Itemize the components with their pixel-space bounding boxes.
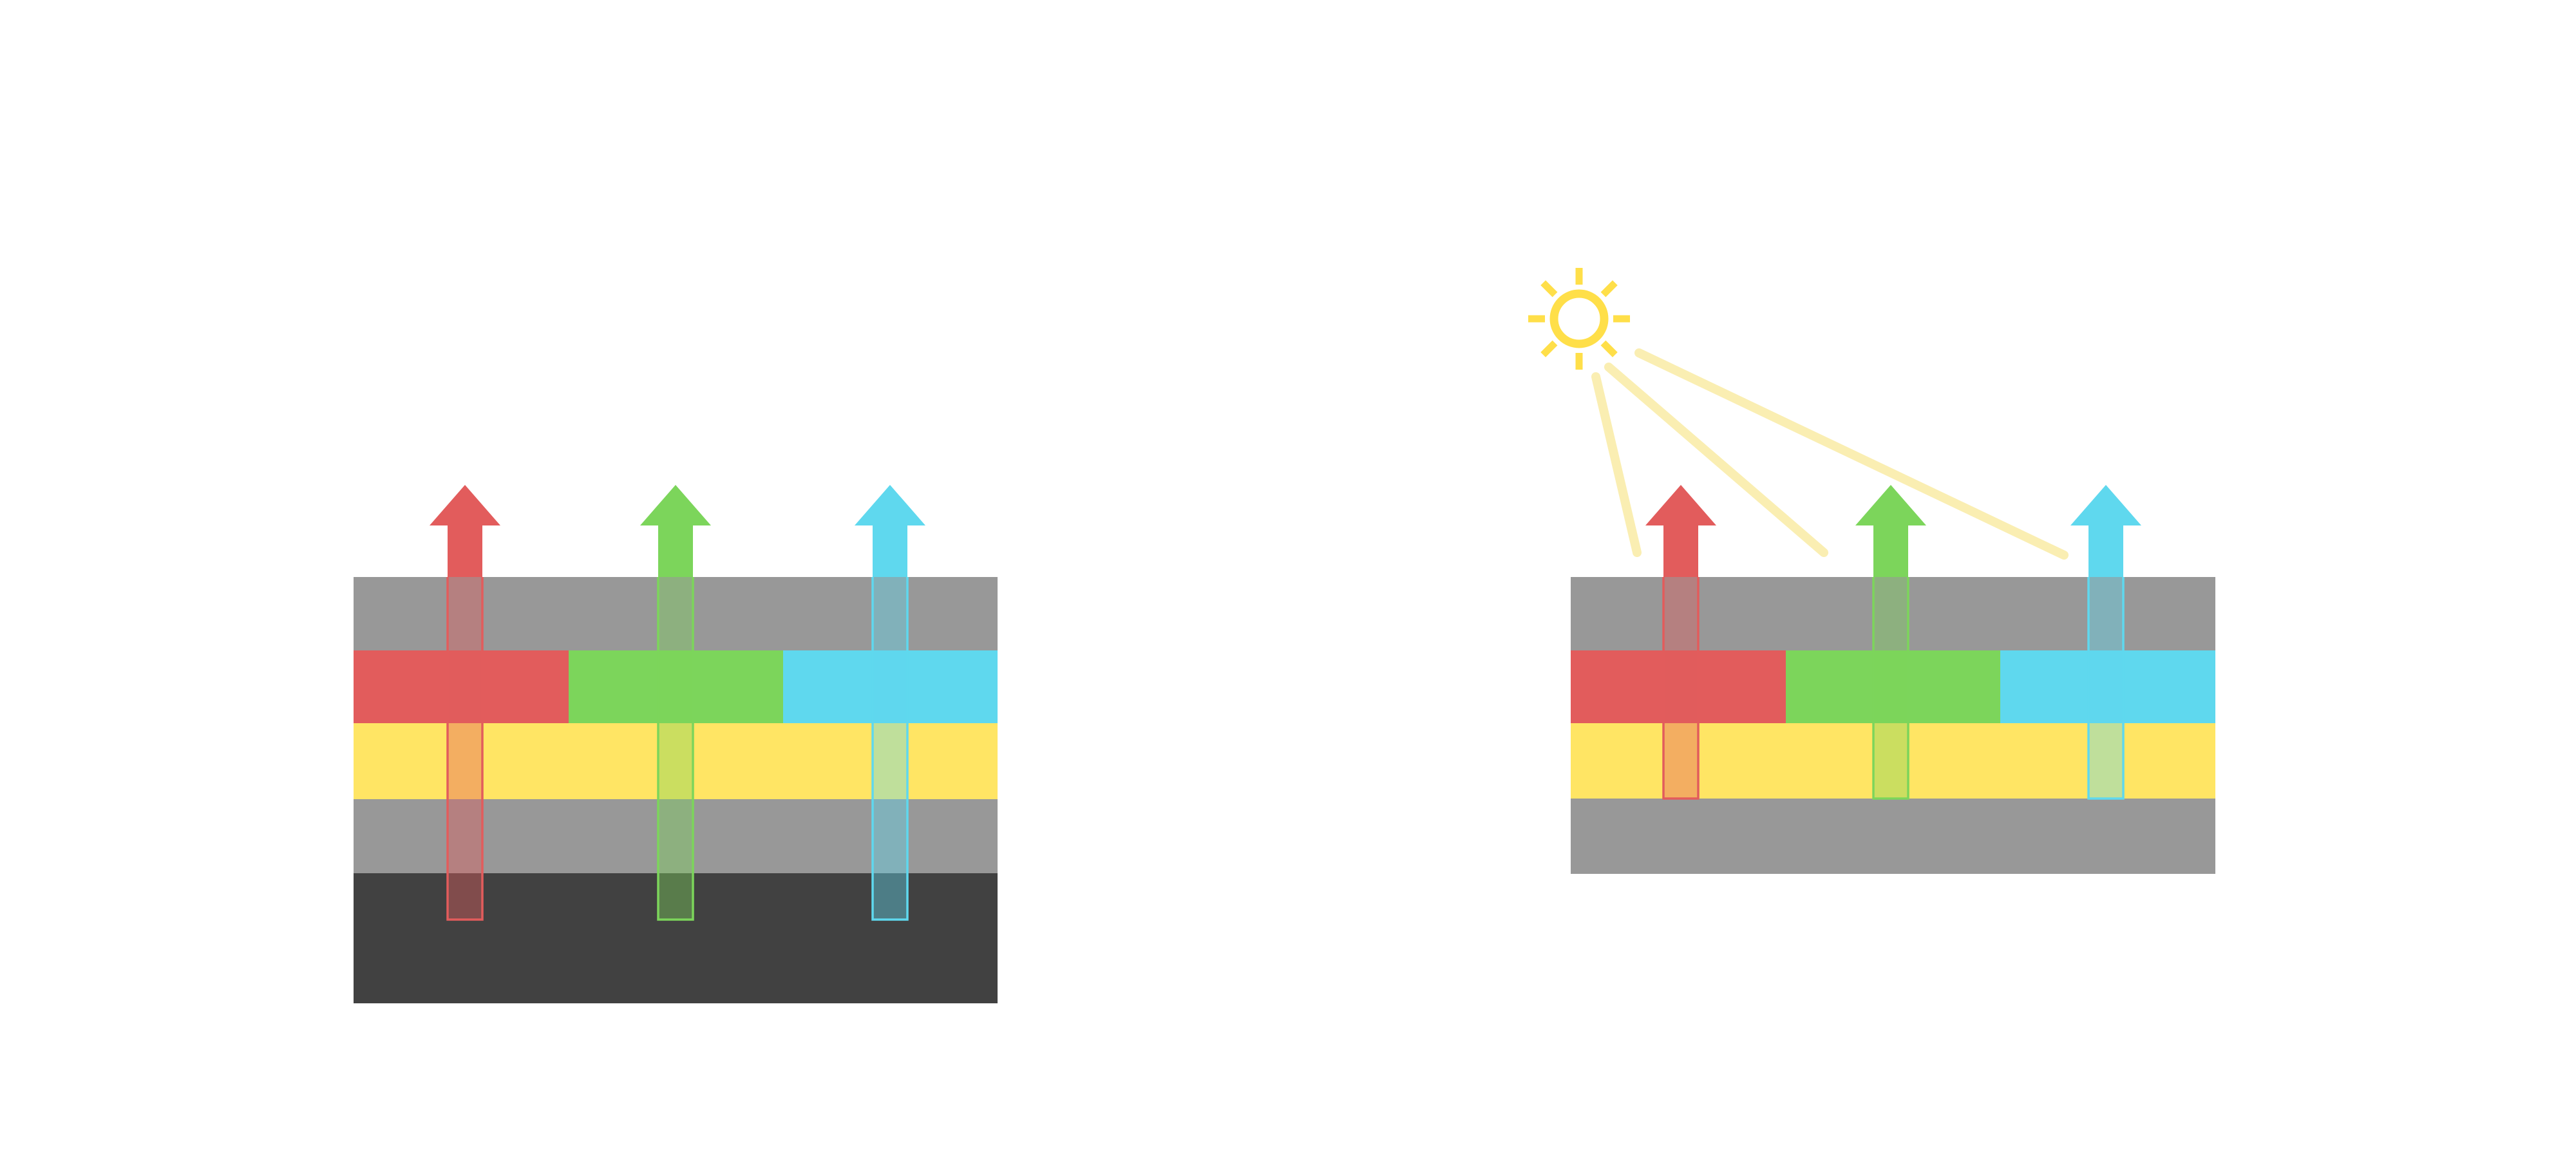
sun-ray-tick [1575,353,1583,370]
reflective-display-stack [1571,577,2215,874]
right-blue-reflection-arrow-head [2070,485,2141,577]
right-green-reflection-arrow-head [1855,485,1926,577]
emissive-display-stack [354,577,998,1003]
left-red-light-arrow [430,485,500,921]
right-green-reflection-arrow [1855,485,1926,800]
right-red-reflection-arrow [1645,485,1716,800]
sun-ray-tick [1613,315,1630,323]
right-yellow-layer [1571,723,2215,799]
left-blue-light-arrow-buried-shaft [871,577,909,921]
left-yellow-layer [354,723,998,799]
left-red-light-arrow-buried-shaft [446,577,484,921]
sun-icon [1528,268,1630,370]
right-green-reflection-arrow-buried-shaft [1872,577,1909,800]
right-red-reflection-arrow-buried-shaft [1662,577,1700,800]
left-blue-light-arrow-head [855,485,925,577]
sun-ray-tick [1540,340,1558,357]
left-top-gray-layer [354,577,998,650]
right-blue-reflection-arrow [2070,485,2141,800]
right-blue-reflection-arrow-buried-shaft [2087,577,2125,800]
right-blue-subpixel [2000,650,2215,723]
emissive-display-diagram [354,485,998,1003]
sun-ray-tick [1575,268,1583,285]
left-green-light-arrow-head [640,485,711,577]
right-red-reflection-arrow-head [1645,485,1716,577]
sunlight-beams [1591,348,2069,560]
sunlight-beam-3 [1634,348,2069,560]
sun-circle [1549,289,1609,348]
right-green-subpixel [1786,650,2000,723]
sun-ray-tick [1528,315,1545,323]
sunlight-beam-2 [1604,363,1828,557]
left-lower-gray-layer [354,799,998,873]
left-green-light-arrow [640,485,711,921]
left-blue-subpixel [783,650,998,723]
reflective-display-diagram [1528,268,2215,874]
right-red-subpixel [1571,650,1786,723]
left-blue-light-arrow [855,485,925,921]
left-red-subpixel [354,650,569,723]
sunlight-beam-1 [1591,372,1642,557]
left-green-light-arrow-buried-shaft [657,577,694,921]
right-bottom-gray-layer [1571,799,2215,874]
sun-ray-tick [1600,280,1618,298]
left-red-light-arrow-head [430,485,500,577]
sun-ray-tick [1540,280,1558,298]
right-top-gray-layer [1571,577,2215,650]
sun-ray-tick [1600,340,1618,357]
left-dark-backplane-layer [354,873,998,1003]
left-green-subpixel [569,650,783,723]
